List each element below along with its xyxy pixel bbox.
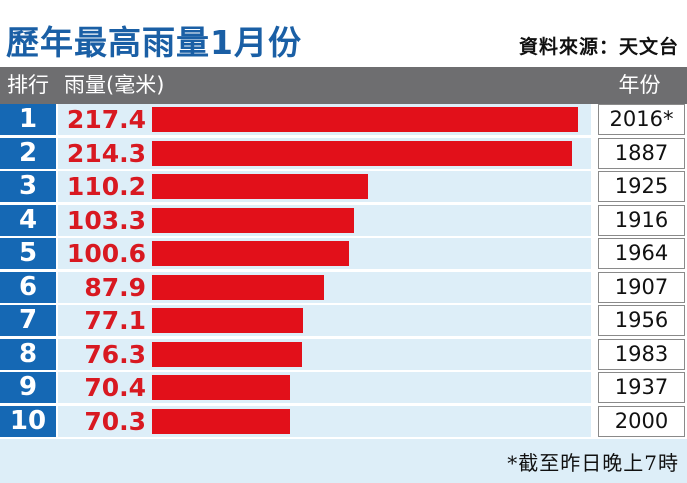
table-row: 6 87.9 1907 — [0, 272, 687, 305]
bar — [152, 308, 303, 333]
row-divider — [0, 236, 56, 238]
row-divider — [58, 370, 591, 372]
row-divider — [58, 303, 591, 305]
year-label: 1964 — [598, 238, 685, 269]
footnote: *截至昨日晚上7時 — [507, 451, 679, 475]
rank-label: 4 — [0, 205, 56, 236]
bar — [152, 141, 572, 166]
bar — [152, 241, 349, 266]
data-label: 70.3 — [84, 407, 146, 436]
bar — [152, 208, 354, 233]
table-row: 1 217.4 2016* — [0, 104, 687, 137]
data-label: 70.4 — [84, 373, 146, 402]
rank-label: 5 — [0, 238, 56, 269]
row-band — [58, 406, 591, 437]
source-note: 資料來源：天文台 — [518, 36, 679, 58]
year-label: 1887 — [598, 138, 685, 169]
row-band — [58, 272, 591, 303]
header-rank: 排行 — [7, 73, 49, 97]
bar — [152, 375, 290, 400]
rank-label: 10 — [0, 406, 56, 437]
row-divider — [58, 437, 591, 439]
chart-title: 歷年最高雨量1月份 — [6, 23, 302, 62]
year-label: 1916 — [598, 205, 685, 236]
row-divider — [0, 437, 56, 439]
row-band — [58, 372, 591, 403]
header-year: 年份 — [618, 73, 661, 97]
table-row: 9 70.4 1937 — [0, 372, 687, 405]
rank-label: 9 — [0, 372, 56, 403]
row-divider — [58, 269, 591, 271]
bar — [152, 409, 290, 434]
row-divider — [58, 336, 591, 338]
row-band — [58, 339, 591, 370]
data-label: 77.1 — [84, 306, 146, 335]
data-label: 217.4 — [66, 105, 146, 134]
data-label: 76.3 — [84, 340, 146, 369]
footer: *截至昨日晚上7時 — [0, 439, 687, 483]
row-band — [58, 305, 591, 336]
data-label: 100.6 — [66, 239, 146, 268]
year-label: 1956 — [598, 305, 685, 336]
table-header: 排行 雨量(毫米) 年份 — [0, 67, 687, 104]
row-divider — [58, 403, 591, 405]
row-divider — [0, 370, 56, 372]
rank-label: 7 — [0, 305, 56, 336]
year-label: 1937 — [598, 372, 685, 403]
row-divider — [58, 202, 591, 204]
data-label: 214.3 — [66, 139, 146, 168]
rank-label: 6 — [0, 272, 56, 303]
rank-label: 2 — [0, 138, 56, 169]
table-row: 10 70.3 2000 — [0, 406, 687, 439]
year-label: 1907 — [598, 272, 685, 303]
data-label: 110.2 — [66, 172, 146, 201]
row-divider — [58, 135, 591, 137]
data-label: 87.9 — [84, 273, 146, 302]
row-divider — [0, 202, 56, 204]
table-row: 8 76.3 1983 — [0, 339, 687, 372]
rank-label: 8 — [0, 339, 56, 370]
bar — [152, 174, 368, 199]
table-row: 5 100.6 1964 — [0, 238, 687, 271]
data-label: 103.3 — [66, 206, 146, 235]
year-label: 1983 — [598, 339, 685, 370]
bar — [152, 342, 302, 367]
bar — [152, 275, 324, 300]
rank-label: 3 — [0, 171, 56, 202]
bar — [152, 107, 578, 132]
year-label: 2016* — [598, 104, 685, 135]
row-divider — [0, 303, 56, 305]
table-row: 3 110.2 1925 — [0, 171, 687, 204]
row-divider — [0, 403, 56, 405]
row-divider — [0, 169, 56, 171]
table-row: 4 103.3 1916 — [0, 205, 687, 238]
row-divider — [58, 236, 591, 238]
row-divider — [0, 336, 56, 338]
year-label: 1925 — [598, 171, 685, 202]
row-divider — [0, 135, 56, 137]
row-divider — [58, 169, 591, 171]
table-row: 7 77.1 1956 — [0, 305, 687, 338]
row-divider — [0, 269, 56, 271]
rank-label: 1 — [0, 104, 56, 135]
header-rainfall: 雨量(毫米) — [64, 73, 165, 97]
table-row: 2 214.3 1887 — [0, 138, 687, 171]
year-label: 2000 — [598, 406, 685, 437]
